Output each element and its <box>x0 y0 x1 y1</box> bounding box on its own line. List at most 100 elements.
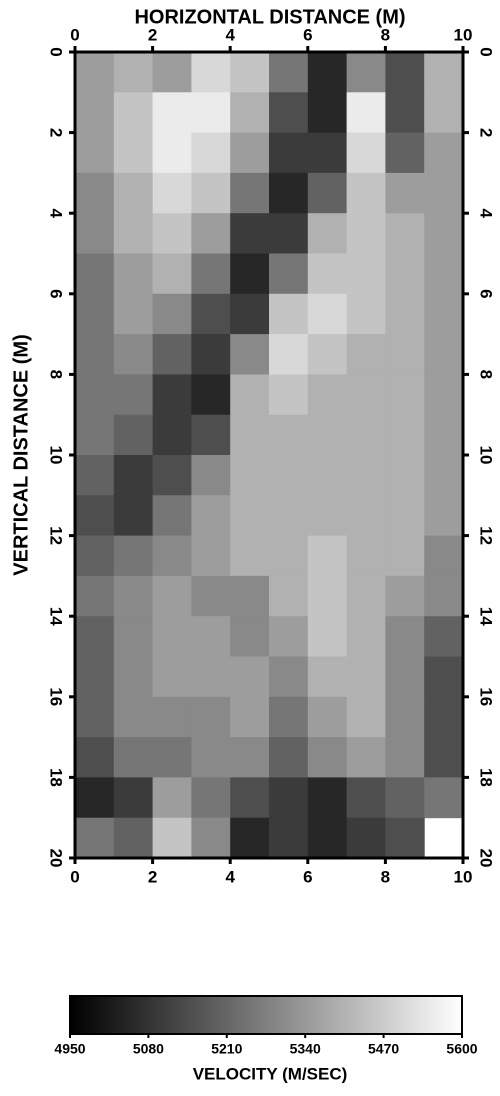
heatmap-cell <box>113 656 154 698</box>
heatmap-cell <box>385 52 425 93</box>
heatmap-cell <box>191 535 231 577</box>
heatmap-cell <box>152 817 192 859</box>
heatmap-cell <box>307 92 348 134</box>
heatmap-cell <box>269 656 309 698</box>
heatmap-cell <box>307 455 348 496</box>
x-tick-label: 4 <box>225 867 235 886</box>
colorbar-tick-label: 5080 <box>133 1041 164 1057</box>
heatmap-cell <box>269 374 309 416</box>
heatmap-cell <box>346 414 386 456</box>
chart-title: HORIZONTAL DISTANCE (M) <box>134 6 405 28</box>
x-tick-label: 6 <box>303 867 312 886</box>
heatmap-cell <box>424 213 464 254</box>
heatmap-cell <box>307 535 348 577</box>
colorbar-tick-label: 5340 <box>290 1041 321 1057</box>
heatmap-cell <box>230 293 270 335</box>
heatmap-cell <box>113 696 154 738</box>
heatmap-cell <box>191 495 231 537</box>
heatmap-cell <box>75 575 115 617</box>
heatmap-cell <box>307 575 348 617</box>
heatmap-cell <box>113 172 154 214</box>
heatmap-cell <box>424 92 464 134</box>
heatmap-cell <box>75 213 115 254</box>
heatmap-cell <box>75 817 115 859</box>
heatmap-cell <box>307 777 348 819</box>
heatmap-cell <box>307 52 348 93</box>
heatmap-cell <box>385 455 425 496</box>
heatmap-cell <box>307 253 348 295</box>
y-tick-label: 20 <box>47 849 66 868</box>
x-tick-label: 6 <box>303 25 312 44</box>
heatmap-cell <box>113 455 154 496</box>
heatmap-cell <box>152 777 192 819</box>
heatmap-cell <box>424 52 464 93</box>
heatmap-cell <box>75 495 115 537</box>
heatmap-cell <box>191 455 231 496</box>
heatmap-cell <box>191 575 231 617</box>
y-tick-label: 8 <box>477 370 496 379</box>
heatmap-cell <box>113 213 154 254</box>
heatmap-cell <box>191 52 231 93</box>
heatmap-cell <box>346 52 386 93</box>
heatmap-cell <box>113 52 154 93</box>
heatmap-cell <box>424 575 464 617</box>
heatmap-cell <box>269 334 309 375</box>
heatmap-cell <box>230 213 270 254</box>
y-tick-label: 4 <box>47 208 66 218</box>
heatmap-cell <box>113 495 154 537</box>
heatmap-cell <box>230 535 270 577</box>
heatmap-cell <box>230 575 270 617</box>
heatmap-cell <box>191 253 231 295</box>
heatmap-cell <box>269 253 309 295</box>
heatmap-cell <box>152 535 192 577</box>
heatmap-cell <box>269 616 309 657</box>
heatmap-cell <box>113 92 154 134</box>
heatmap-cell <box>424 172 464 214</box>
heatmap-cell <box>424 495 464 537</box>
heatmap-cell <box>152 213 192 254</box>
heatmap-cell <box>75 334 115 375</box>
heatmap-cell <box>346 575 386 617</box>
heatmap-cell <box>269 52 309 93</box>
heatmap-cell <box>307 656 348 698</box>
heatmap-cell <box>152 696 192 738</box>
y-tick-label: 12 <box>477 526 496 545</box>
heatmap-cell <box>307 172 348 214</box>
heatmap-cell <box>385 535 425 577</box>
heatmap-cell <box>152 52 192 93</box>
heatmap-cell <box>75 777 115 819</box>
heatmap-cell <box>269 455 309 496</box>
heatmap-cell <box>346 293 386 335</box>
heatmap-cell <box>385 777 425 819</box>
heatmap-cell <box>269 132 309 174</box>
heatmap-cell <box>385 374 425 416</box>
colorbar-tick-label: 5600 <box>446 1041 477 1057</box>
heatmap-cell <box>113 374 154 416</box>
y-tick-label: 0 <box>477 47 496 56</box>
heatmap-cell <box>191 777 231 819</box>
heatmap-cell <box>75 737 115 778</box>
heatmap-cell <box>152 737 192 778</box>
heatmap-cell <box>385 293 425 335</box>
heatmap-cell <box>152 455 192 496</box>
heatmap-cell <box>113 253 154 295</box>
y-tick-label: 10 <box>477 446 496 465</box>
heatmap-cell <box>307 334 348 375</box>
heatmap-cell <box>385 575 425 617</box>
x-tick-label: 4 <box>225 25 235 44</box>
y-axis-label: VERTICAL DISTANCE (M) <box>10 334 32 575</box>
heatmap-cell <box>346 696 386 738</box>
heatmap-cell <box>385 737 425 778</box>
heatmap-cell <box>385 656 425 698</box>
colorbar-tick-label: 5210 <box>211 1041 242 1057</box>
heatmap-cell <box>75 172 115 214</box>
heatmap-cell <box>230 374 270 416</box>
heatmap-cell <box>346 374 386 416</box>
heatmap-cell <box>152 495 192 537</box>
heatmap-cell <box>307 696 348 738</box>
heatmap-cell <box>385 495 425 537</box>
heatmap-cell <box>152 616 192 657</box>
heatmap-cell <box>346 656 386 698</box>
heatmap-cell <box>191 132 231 174</box>
colorbar-tick-label: 5470 <box>368 1041 399 1057</box>
